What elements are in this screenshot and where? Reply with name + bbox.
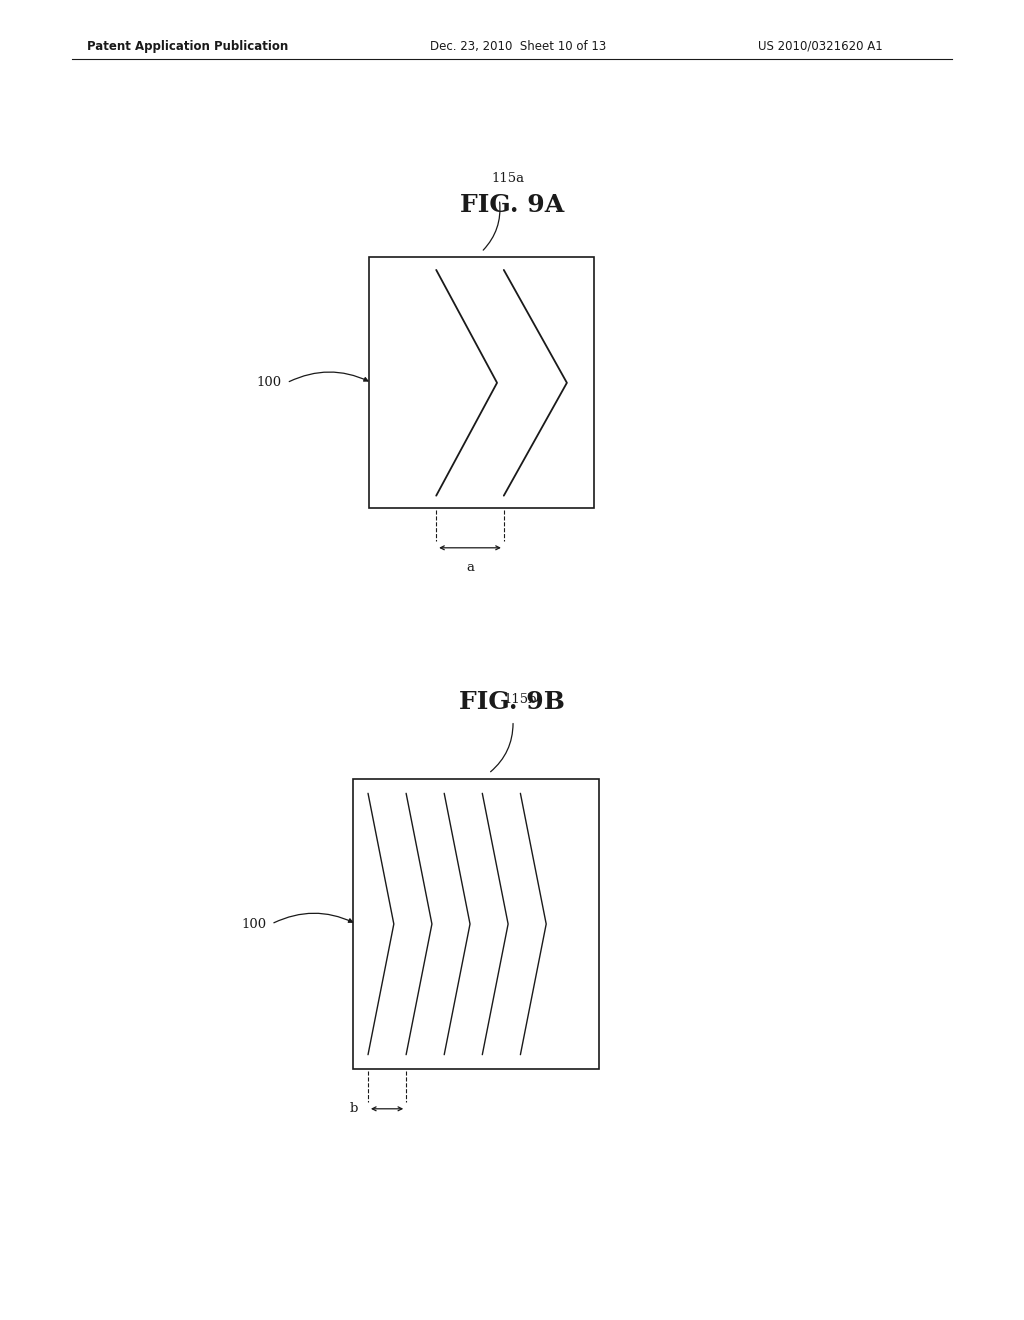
Text: 100: 100	[256, 376, 282, 389]
Text: 100: 100	[241, 917, 266, 931]
Text: Patent Application Publication: Patent Application Publication	[87, 40, 289, 53]
Text: FIG. 9A: FIG. 9A	[460, 193, 564, 216]
Text: 115a: 115a	[492, 172, 525, 185]
Text: a: a	[466, 561, 474, 574]
Text: Dec. 23, 2010  Sheet 10 of 13: Dec. 23, 2010 Sheet 10 of 13	[430, 40, 606, 53]
Bar	[353, 779, 599, 1069]
Text: US 2010/0321620 A1: US 2010/0321620 A1	[758, 40, 883, 53]
Bar	[369, 257, 594, 508]
Text: b: b	[349, 1102, 357, 1115]
Text: 115b: 115b	[504, 693, 538, 706]
Text: FIG. 9B: FIG. 9B	[459, 690, 565, 714]
